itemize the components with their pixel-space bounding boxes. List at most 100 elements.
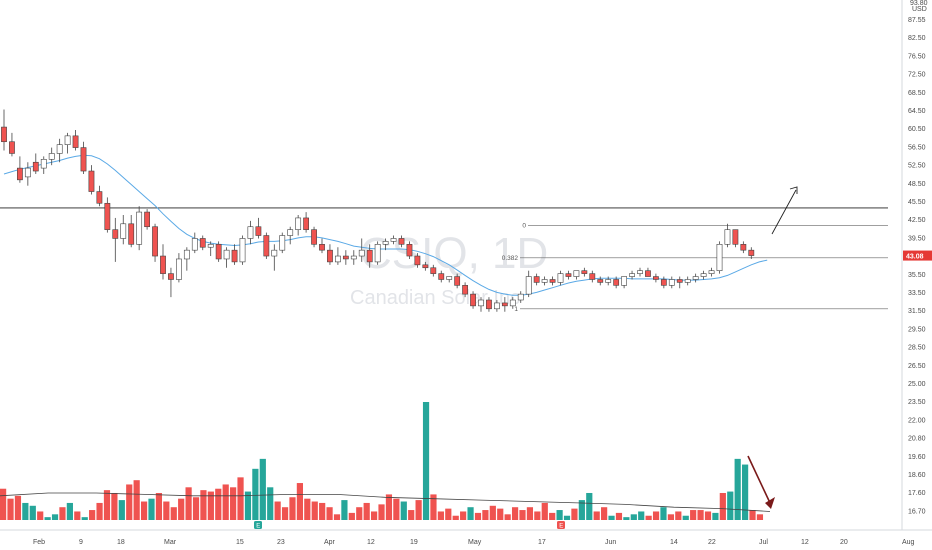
down-arrow-head	[765, 497, 775, 509]
candle	[144, 209, 150, 230]
volume-bar	[178, 498, 185, 520]
candle-body	[342, 255, 349, 260]
candle-body	[581, 270, 588, 274]
volume-bar	[630, 514, 637, 520]
volume-bar	[140, 501, 148, 520]
candle	[493, 300, 500, 312]
candle	[160, 244, 166, 280]
volume-bar	[749, 510, 756, 520]
candle-body	[668, 279, 675, 286]
candle	[716, 241, 723, 274]
volume-bar	[712, 512, 719, 520]
time-tick-label: 14	[670, 539, 678, 546]
candle	[740, 241, 747, 254]
volume-bar	[44, 517, 51, 520]
candle-body	[176, 258, 182, 280]
candle-body	[32, 161, 39, 172]
candle-body	[454, 276, 461, 286]
last-price-marker: 43.08	[903, 250, 932, 261]
last-price-badge	[903, 250, 932, 261]
candle	[509, 297, 516, 309]
candle-body	[740, 244, 747, 251]
candle-body	[692, 276, 699, 280]
candle	[557, 270, 564, 286]
candle	[422, 261, 429, 271]
volume-bar	[237, 477, 244, 520]
volume-bar	[170, 507, 177, 520]
volume-bar	[356, 507, 363, 520]
candle-body	[525, 276, 532, 295]
candle-body	[263, 235, 270, 257]
candle-body	[470, 293, 476, 307]
candle-body	[271, 249, 278, 257]
volume-bar	[14, 495, 22, 520]
candle-body	[565, 273, 572, 277]
volume-bar	[667, 514, 674, 520]
candle-body	[414, 255, 421, 266]
candle-body	[144, 211, 150, 228]
volume-bar	[207, 491, 214, 520]
candle	[676, 276, 683, 289]
volume-bar	[497, 508, 504, 520]
candle	[168, 267, 174, 298]
price-tick-label: 39.50	[908, 235, 926, 242]
price-tick-label: 42.50	[908, 217, 926, 224]
candle	[660, 276, 667, 289]
candle-body	[629, 273, 635, 277]
candle-body	[350, 255, 357, 260]
candle-body	[48, 153, 55, 160]
candle-body	[573, 270, 580, 277]
price-tick-label: 16.70	[908, 508, 926, 515]
candle	[16, 156, 23, 183]
candle	[414, 253, 421, 268]
volume-ma-line	[0, 492, 771, 512]
time-tick-label: 9	[79, 539, 83, 546]
candle-body	[88, 170, 95, 192]
price-tick-label: 33.50	[908, 290, 926, 297]
price-tick-label: 29.50	[908, 326, 926, 333]
candle	[152, 223, 158, 262]
candle-body	[533, 276, 540, 283]
candle	[581, 267, 588, 277]
candle-body	[557, 273, 564, 283]
candle-body	[120, 223, 127, 239]
volume-bar	[163, 501, 170, 520]
candle	[311, 226, 317, 248]
candle	[366, 244, 373, 268]
candle-body	[1, 126, 7, 143]
candle-body	[430, 267, 437, 274]
candle-body	[223, 249, 230, 260]
candle	[629, 270, 635, 280]
volume-bar	[675, 511, 682, 520]
fib-level-label: 1	[514, 306, 518, 313]
price-tick-label: 19.60	[908, 454, 926, 461]
volume-bar	[341, 500, 348, 520]
candle-body	[684, 279, 691, 283]
candle	[319, 238, 325, 254]
volume-bar	[89, 510, 96, 520]
candle	[732, 229, 739, 248]
fibonacci-retracement: 0 0.382 1	[502, 223, 888, 313]
candle	[597, 276, 604, 286]
candle	[541, 276, 548, 286]
volume-bar	[534, 511, 541, 520]
candle	[327, 244, 333, 265]
candle	[191, 232, 198, 254]
candle	[501, 297, 508, 312]
candle	[358, 238, 365, 262]
candle-body	[613, 279, 620, 286]
volume-bar	[445, 508, 452, 520]
candle-body	[478, 299, 484, 307]
time-tick-label: Feb	[33, 539, 45, 546]
time-axis[interactable]: Feb 9 18 Mar 15 23 Apr 12 19 May 17 Jun 14 22 Jul 12 20 A…	[0, 529, 932, 546]
candle-body	[231, 249, 238, 263]
time-tick-label: 18	[117, 539, 125, 546]
candle-body	[56, 144, 63, 154]
candle-body	[40, 159, 47, 169]
volume-bar	[526, 507, 534, 520]
candle-body	[72, 135, 79, 148]
candle	[390, 235, 397, 245]
candle-body	[239, 238, 246, 263]
